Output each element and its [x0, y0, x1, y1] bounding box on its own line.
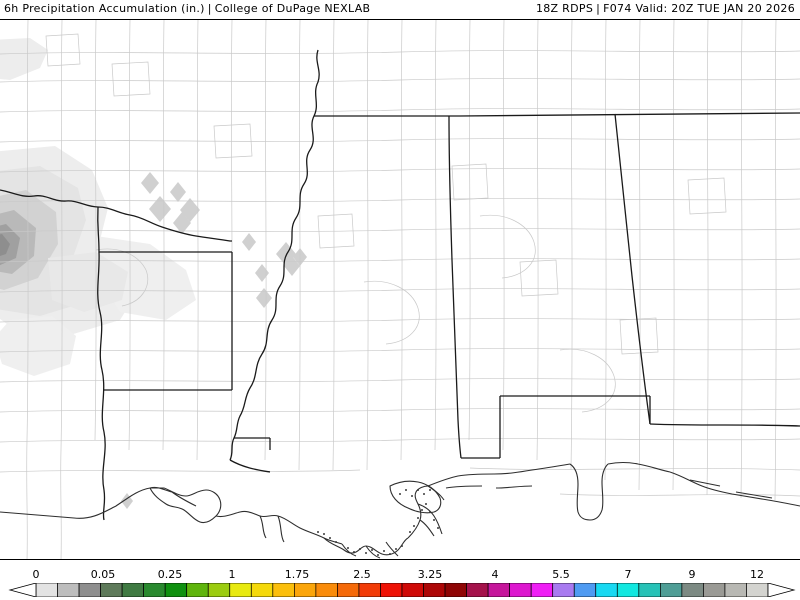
colorbar-segment — [78, 583, 101, 597]
precip-shading-layer — [0, 38, 196, 376]
colorbar-segment — [423, 583, 446, 597]
colorbar-tick-label: 9 — [688, 568, 696, 581]
colorbar-segment — [638, 583, 661, 597]
precip-cells-layer — [121, 172, 307, 509]
colorbar-left-arrow — [8, 583, 37, 597]
product-title: 6h Precipitation Accumulation (in.) — [4, 2, 205, 15]
colorbar-segment — [164, 583, 188, 597]
colorbar-segment — [509, 583, 532, 597]
header-separator-left: | — [207, 2, 212, 15]
colorbar-tick-label: 5.5 — [552, 568, 570, 581]
colorbar-segment — [100, 583, 123, 597]
colorbar-segment — [121, 583, 145, 597]
colorbar-segment — [315, 583, 338, 597]
map-graphic — [0, 20, 800, 559]
map-canvas[interactable] — [0, 19, 800, 560]
colorbar-graphic — [8, 583, 796, 597]
colorbar-segment — [57, 583, 80, 597]
colorbar-segment — [294, 583, 317, 597]
header-bar: 6h Precipitation Accumulation (in.) | Coll… — [0, 0, 800, 19]
colorbar-segment — [207, 583, 231, 597]
colorbar-tick-label: 3.25 — [417, 568, 443, 581]
colorbar-segment — [186, 583, 209, 597]
state-boundaries — [0, 49, 800, 521]
colorbar-tick-label: 7 — [624, 568, 632, 581]
colorbar-swatches[interactable] — [0, 583, 800, 597]
colorbar-tick-label: 12 — [750, 568, 764, 581]
colorbar-segment — [143, 583, 166, 597]
colorbar-segment — [573, 583, 597, 597]
colorbar-segment — [358, 583, 381, 597]
colorbar-segment — [552, 583, 575, 597]
colorbar-legend: 0 0.05 0.25 1 1.75 2.5 3.25 4 5.5 7 9 12 — [0, 560, 800, 600]
colorbar-segment — [487, 583, 510, 597]
colorbar-segment — [724, 583, 747, 597]
colorbar-segment — [272, 583, 295, 597]
colorbar-tick-label: 1 — [228, 568, 236, 581]
colorbar-segment — [703, 583, 726, 597]
coastline — [0, 461, 800, 559]
county-boundaries — [0, 20, 800, 559]
colorbar-segment — [229, 583, 252, 597]
colorbar-tick-label: 0 — [32, 568, 40, 581]
colorbar-segment — [444, 583, 467, 597]
colorbar-segment — [466, 583, 489, 597]
data-source-label: College of DuPage NEXLAB — [214, 2, 371, 15]
colorbar-tick-label: 4 — [491, 568, 499, 581]
model-run-label: 18Z RDPS — [535, 2, 594, 15]
colorbar-right-arrow — [767, 583, 796, 597]
colorbar-segment — [530, 583, 554, 597]
colorbar-tick-labels: 0 0.05 0.25 1 1.75 2.5 3.25 4 5.5 7 9 12 — [0, 568, 800, 582]
colorbar-segment — [250, 583, 274, 597]
colorbar-segment — [401, 583, 424, 597]
colorbar-tick-label: 0.25 — [157, 568, 183, 581]
header-left-group: 6h Precipitation Accumulation (in.) | Coll… — [4, 2, 370, 15]
colorbar-segment — [616, 583, 640, 597]
colorbar-tick-label: 2.5 — [353, 568, 371, 581]
colorbar-segment — [595, 583, 618, 597]
colorbar-segment — [337, 583, 360, 597]
forecast-valid-label: F074 Valid: 20Z TUE JAN 20 2026 — [603, 2, 795, 15]
colorbar-segment — [380, 583, 403, 597]
colorbar-segment — [746, 583, 769, 597]
marsh-detail — [317, 489, 439, 556]
colorbar-segment — [35, 583, 58, 597]
colorbar-tick-label: 0.05 — [90, 568, 116, 581]
colorbar-segment — [681, 583, 704, 597]
colorbar-tick-label: 1.75 — [284, 568, 310, 581]
colorbar-segment — [659, 583, 683, 597]
header-separator-right: | — [596, 2, 601, 15]
header-right-group: 18Z RDPS | F074 Valid: 20Z TUE JAN 20 2026 — [536, 2, 795, 15]
